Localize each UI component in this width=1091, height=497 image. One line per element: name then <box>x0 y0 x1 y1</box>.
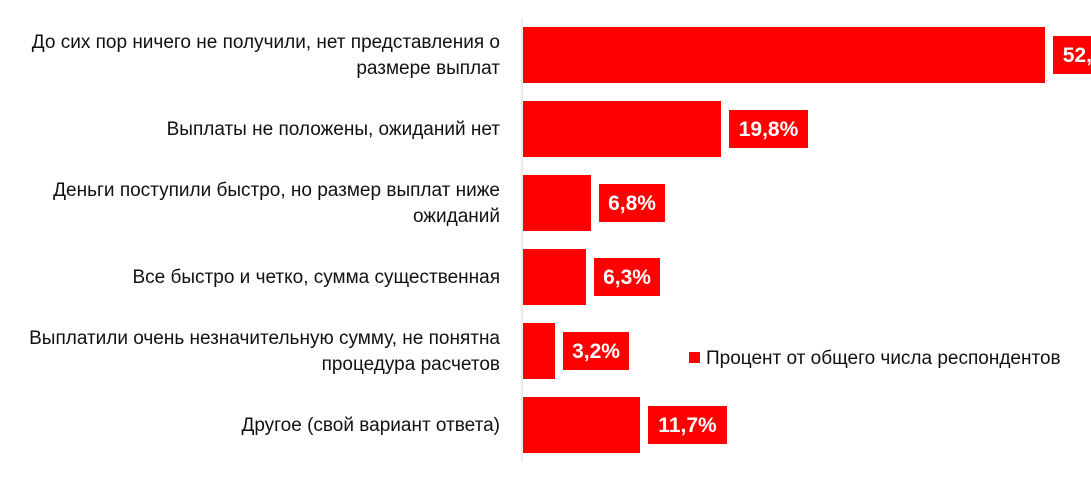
data-label: 3,2% <box>572 340 620 363</box>
bar <box>523 323 555 379</box>
data-label: 6,3% <box>603 266 651 289</box>
data-label-box <box>599 184 665 222</box>
legend: Процент от общего числа респондентов <box>689 348 1061 369</box>
data-label-box <box>594 258 660 296</box>
bar <box>523 397 640 453</box>
data-label-box <box>729 110 808 148</box>
bar <box>523 175 591 231</box>
bars-group <box>523 27 1045 453</box>
category-label: Выплаты не положены, ожиданий нет <box>167 119 501 140</box>
category-label: До сих пор ничего не получили, нет предс… <box>32 32 500 79</box>
data-label: 19,8% <box>739 118 799 141</box>
bar <box>523 101 721 157</box>
data-label: 6,8% <box>608 192 656 215</box>
data-label-box <box>563 332 629 370</box>
data-label-box <box>648 406 727 444</box>
data-label: 11,7% <box>658 414 717 437</box>
data-labels-group: 52,2% 19,8% 6,8% 6,3% 3,2% 11,7% <box>563 36 1091 444</box>
data-label-box <box>1053 36 1091 74</box>
legend-series-label: Процент от общего числа респондентов <box>706 348 1061 369</box>
bar <box>523 27 1045 83</box>
category-label: Выплатили очень незначительную сумму, не… <box>29 328 500 375</box>
category-labels-group: До сих пор ничего не получили, нет предс… <box>29 32 500 436</box>
category-label: Другое (свой вариант ответа) <box>241 415 500 436</box>
category-label: Деньги поступили быстро, но размер выпла… <box>53 180 500 227</box>
data-label: 52,2% <box>1063 44 1091 67</box>
bar <box>523 249 586 305</box>
legend-swatch <box>689 352 700 363</box>
category-label: Все быстро и четко, сумма существенная <box>133 267 501 288</box>
